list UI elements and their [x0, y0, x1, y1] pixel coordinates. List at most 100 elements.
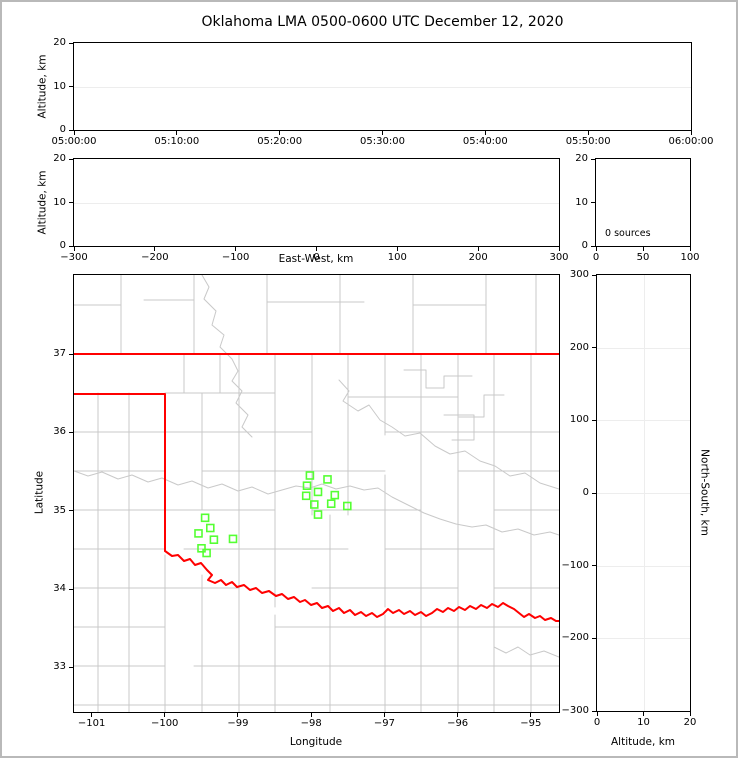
tick-mark	[591, 245, 595, 247]
lma-station-marker	[313, 510, 323, 519]
p2-x-axis-label: East-West, km	[278, 253, 354, 265]
tick-label: −100	[221, 252, 250, 263]
lma-station-marker	[194, 529, 203, 538]
panel-plan-view-map	[73, 274, 560, 713]
lma-station-marker	[342, 501, 352, 511]
tick-mark	[689, 247, 691, 251]
lma-station-marker	[228, 534, 238, 544]
map-y-axis-label: Latitude	[33, 470, 46, 515]
lma-station-marker	[197, 543, 206, 553]
tick-label: 0	[593, 717, 601, 728]
tick-label: −300	[561, 705, 589, 716]
tick-label: 0	[59, 124, 66, 135]
lma-station-marker	[330, 490, 340, 500]
tick-mark	[154, 247, 156, 251]
tick-label: 20	[53, 153, 66, 164]
lma-station-marker	[313, 487, 323, 497]
oklahoma-map	[74, 275, 559, 712]
tick-label: 100	[569, 414, 589, 426]
tick-label: −98	[300, 718, 322, 729]
tick-label: −99	[227, 718, 249, 729]
tick-label: 33	[53, 661, 66, 673]
tick-mark	[643, 712, 644, 716]
tick-mark	[69, 588, 73, 590]
tick-label: 200	[569, 341, 589, 353]
tick-label: 300	[569, 269, 589, 280]
tick-label: −200	[561, 632, 589, 644]
tick-label: 35	[53, 504, 66, 516]
tick-mark	[382, 131, 383, 135]
tick-label: 37	[53, 348, 66, 360]
tick-label: 05:20:00	[257, 136, 303, 147]
tick-mark	[530, 713, 532, 717]
tick-label: −97	[373, 718, 395, 729]
tick-mark	[69, 245, 73, 247]
tick-mark	[592, 274, 596, 276]
tick-label: 05:30:00	[360, 136, 405, 147]
county-boundaries	[74, 275, 559, 712]
tick-mark	[237, 713, 239, 717]
tick-mark	[383, 713, 385, 717]
tick-mark	[484, 131, 486, 135]
tick-mark	[592, 492, 596, 494]
tick-label: 05:10:00	[154, 136, 200, 147]
tick-label: −96	[447, 718, 469, 729]
panel-altitude-vs-north-south	[596, 274, 691, 712]
tick-mark	[591, 202, 595, 203]
tick-mark	[596, 712, 598, 716]
tick-mark	[591, 158, 595, 160]
tick-label: −300	[60, 252, 88, 263]
tick-label: 100	[387, 252, 407, 263]
tick-label: 10	[53, 196, 66, 208]
tick-mark	[235, 247, 237, 251]
tick-label: 36	[53, 426, 66, 438]
tick-label: −95	[520, 718, 542, 729]
tick-mark	[592, 710, 596, 712]
state-border	[74, 353, 559, 622]
tick-mark	[316, 247, 317, 251]
tick-label: 200	[468, 252, 488, 263]
lma-station-marker	[326, 499, 336, 508]
lma-station-marker	[200, 513, 210, 523]
tick-mark	[69, 666, 73, 668]
tick-mark	[477, 247, 479, 251]
tick-label: 05:50:00	[565, 136, 611, 147]
lma-station-marker	[206, 523, 215, 533]
lma-station-marker	[323, 475, 332, 484]
panel-altitude-vs-time	[73, 42, 692, 131]
tick-label: 50	[636, 252, 650, 263]
map-x-axis-label: Longitude	[289, 736, 343, 748]
tick-label: −100	[150, 718, 179, 729]
tick-mark	[69, 431, 73, 433]
tick-label: 300	[549, 252, 569, 263]
tick-label: 05:00:00	[51, 136, 97, 147]
tick-mark	[69, 158, 73, 160]
tick-mark	[689, 712, 691, 716]
tick-label: 10	[575, 196, 588, 208]
tick-mark	[592, 565, 596, 567]
panel-source-histogram	[595, 158, 691, 247]
tick-mark	[73, 247, 75, 251]
tick-mark	[558, 247, 560, 251]
histogram-annotation: 0 sources	[605, 228, 651, 239]
lma-station-marker	[305, 471, 315, 480]
grid-line	[643, 275, 645, 711]
tick-label: 10	[637, 717, 650, 728]
tick-label: 100	[680, 252, 700, 263]
lma-station-marker	[310, 500, 319, 509]
tick-mark	[642, 247, 644, 251]
tick-mark	[592, 419, 596, 421]
tick-label: −101	[77, 718, 106, 729]
lma-station-marker	[301, 491, 311, 501]
tick-label: 20	[53, 37, 66, 48]
tick-mark	[592, 637, 596, 639]
tick-mark	[595, 247, 597, 251]
panel-altitude-vs-east-west	[73, 158, 560, 247]
p5-y-axis-label: North-South, km	[698, 449, 711, 536]
tick-mark	[73, 131, 75, 135]
tick-label: −100	[561, 559, 589, 571]
tick-mark	[592, 347, 596, 349]
tick-mark	[69, 510, 73, 512]
tick-label: 20	[683, 717, 697, 728]
